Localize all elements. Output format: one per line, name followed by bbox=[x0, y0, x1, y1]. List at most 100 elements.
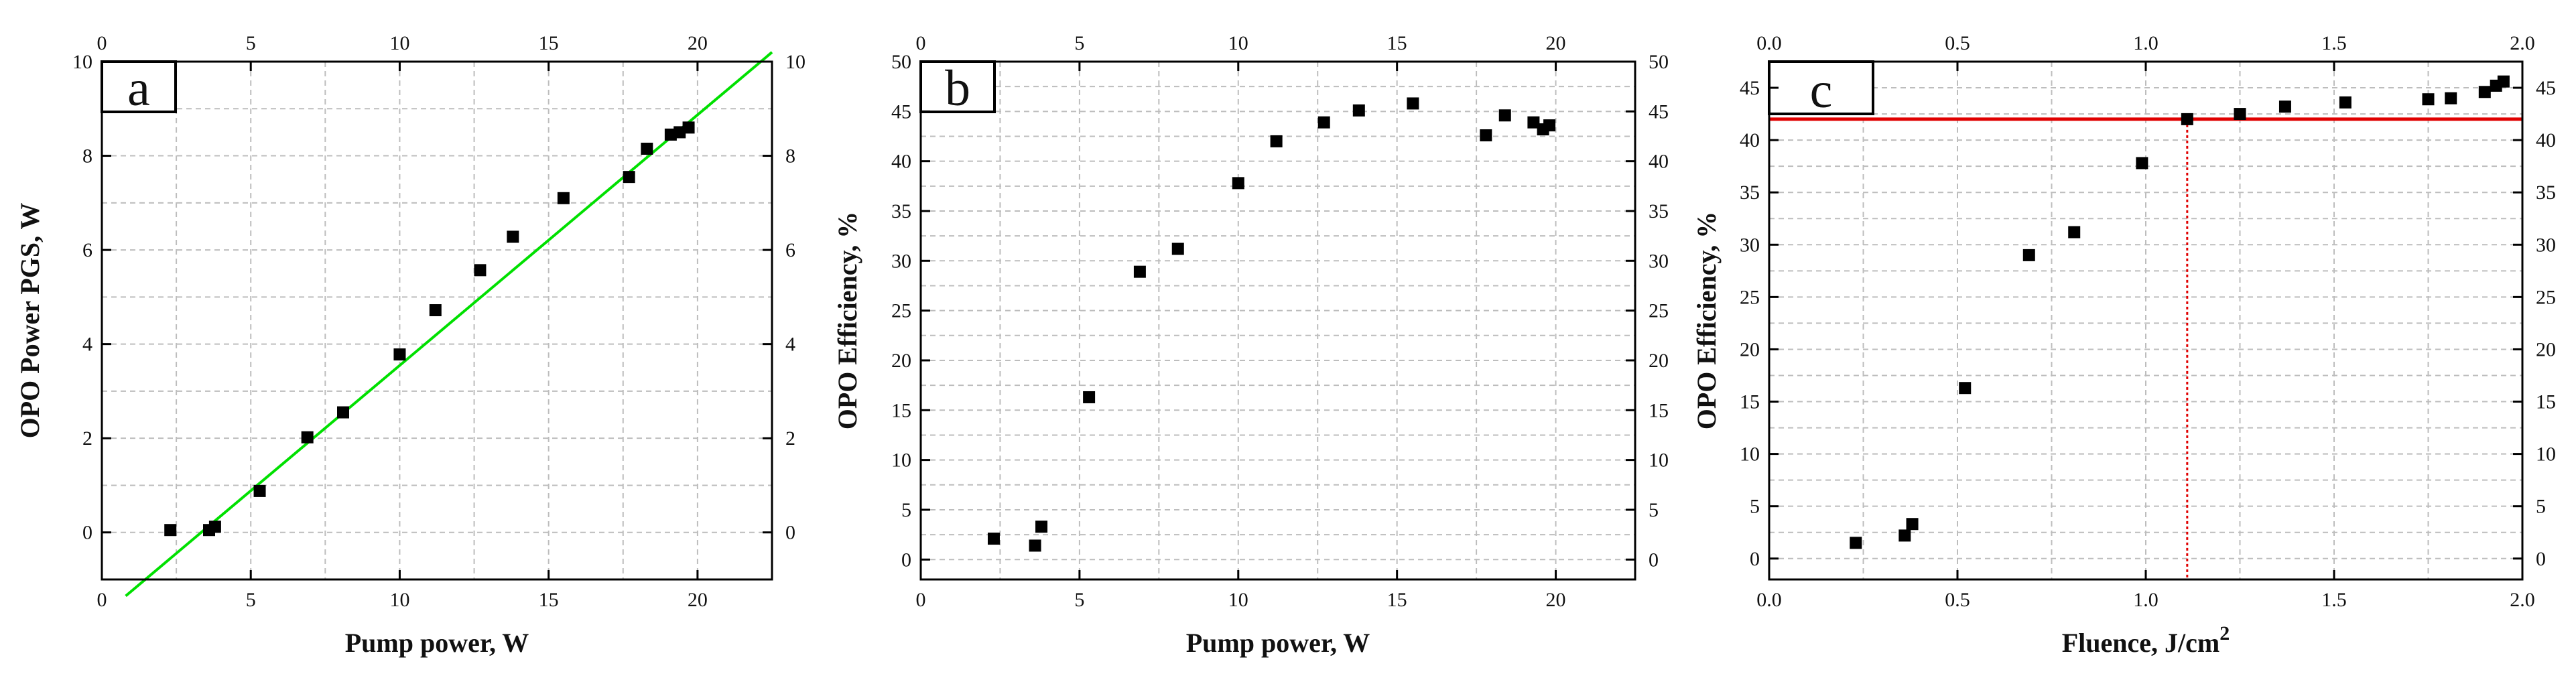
chart-b-ytick-label-3: 15 bbox=[891, 399, 911, 421]
chart-a-right-ytick-label-4: 8 bbox=[785, 145, 795, 167]
chart-a-top-xtick-label-3: 15 bbox=[539, 32, 559, 54]
chart-a-ytick-label-3: 6 bbox=[82, 239, 92, 261]
chart-a-point-5 bbox=[337, 406, 349, 419]
chart-b-right-ytick-label-2: 10 bbox=[1649, 450, 1669, 472]
chart-c-xtick-label-3: 1.5 bbox=[2321, 589, 2347, 611]
chart-b-label-box bbox=[919, 60, 996, 113]
chart-b-point-4 bbox=[1133, 265, 1146, 278]
chart-a-ylabel: OPO Power PGS, W bbox=[15, 203, 45, 439]
chart-c-label-box bbox=[1768, 60, 1874, 115]
chart-a-xtick-label-4: 20 bbox=[688, 589, 708, 611]
chart-a-right-ytick-label-0: 0 bbox=[785, 522, 795, 544]
chart-a-fit-line bbox=[125, 51, 773, 598]
chart-b-point-1 bbox=[1029, 539, 1041, 552]
chart-b-xtick-label-2: 10 bbox=[1228, 589, 1248, 611]
chart-c-top-xtick-label-0: 0.0 bbox=[1756, 32, 1782, 54]
chart-c-ytick-label-8: 40 bbox=[1740, 129, 1760, 151]
chart-b-point-13 bbox=[1527, 116, 1540, 129]
chart-b-xlabel: Pump power, W bbox=[1186, 628, 1370, 658]
chart-c-point-4 bbox=[2022, 249, 2035, 261]
chart-c-xtick-label-1: 0.5 bbox=[1945, 589, 1970, 611]
chart-b-ytick-label-9: 45 bbox=[891, 100, 911, 123]
chart-c-point-7 bbox=[2181, 113, 2193, 125]
chart-a-ytick-label-5: 10 bbox=[72, 51, 92, 73]
chart-b-ytick-label-2: 10 bbox=[891, 450, 911, 472]
chart-b-right-ytick-label-10: 50 bbox=[1649, 51, 1669, 73]
chart-b-xtick-label-3: 15 bbox=[1387, 589, 1407, 611]
chart-c-top-xtick-label-2: 1.0 bbox=[2133, 32, 2159, 54]
chart-b-ytick-label-1: 5 bbox=[901, 499, 911, 521]
chart-c-ytick-label-1: 5 bbox=[1750, 496, 1760, 518]
panel-b: b0 5 10 15 200 5 10 15 2005101520253035404550051… bbox=[832, 32, 1669, 658]
chart-a-xtick-label-3: 15 bbox=[539, 589, 559, 611]
chart-b-top-xtick-label-4: 20 bbox=[1546, 32, 1566, 54]
chart-a-point-0 bbox=[164, 524, 177, 537]
chart-b-point-6 bbox=[1232, 177, 1244, 190]
chart-a-point-9 bbox=[507, 230, 519, 243]
chart-c-point-5 bbox=[2068, 226, 2081, 238]
chart-b-point-2 bbox=[1035, 521, 1048, 533]
chart-c-ytick-label-7: 35 bbox=[1740, 182, 1760, 204]
chart-c-panel-label: c bbox=[1810, 62, 1833, 119]
chart-c-point-12 bbox=[2445, 92, 2457, 105]
chart-c-right-ytick-label-9: 45 bbox=[2536, 77, 2556, 99]
chart-b-right-ytick-label-9: 45 bbox=[1649, 100, 1669, 123]
chart-b-point-5 bbox=[1171, 243, 1184, 255]
chart-c-point-8 bbox=[2234, 108, 2246, 121]
chart-b-top-xtick-label-0: 0 bbox=[916, 32, 926, 54]
chart-a-point-10 bbox=[557, 192, 570, 204]
chart-c-right-ytick-label-6: 30 bbox=[2536, 234, 2556, 256]
chart-b-top-xtick-label-3: 15 bbox=[1387, 32, 1407, 54]
chart-b-right-ytick-label-0: 0 bbox=[1649, 549, 1659, 571]
chart-b-xtick-label-0: 0 bbox=[916, 589, 926, 611]
chart-b-ytick-label-6: 30 bbox=[891, 250, 911, 272]
chart-c-point-1 bbox=[1898, 529, 1911, 542]
chart-a-top-xtick-label-1: 5 bbox=[246, 32, 256, 54]
chart-b-right-ytick-label-3: 15 bbox=[1649, 399, 1669, 421]
chart-a-frame bbox=[101, 60, 773, 581]
chart-b-right-ytick-label-5: 25 bbox=[1649, 300, 1669, 322]
chart-b-right-ytick-label-8: 40 bbox=[1649, 151, 1669, 173]
chart-c-point-3 bbox=[1959, 382, 1972, 395]
chart-b-top-xtick-label-1: 5 bbox=[1074, 32, 1084, 54]
chart-c-xtick-label-4: 2.0 bbox=[2510, 589, 2535, 611]
chart-c-ylabel: OPO Efficiency, % bbox=[1691, 212, 1722, 430]
chart-a-right-ytick-label-1: 2 bbox=[785, 427, 795, 450]
chart-c-ytick-label-3: 15 bbox=[1740, 391, 1760, 413]
chart-c-point-11 bbox=[2422, 93, 2435, 106]
chart-c-right-ytick-label-5: 25 bbox=[2536, 286, 2556, 308]
chart-c-right-ytick-label-3: 15 bbox=[2536, 391, 2556, 413]
chart-c-right-ytick-label-2: 10 bbox=[2536, 443, 2556, 466]
chart-a-point-2 bbox=[208, 521, 221, 533]
chart-a-point-6 bbox=[393, 348, 406, 361]
chart-c-point-9 bbox=[2278, 100, 2291, 113]
chart-b-right-ytick-label-1: 5 bbox=[1649, 499, 1659, 521]
chart-a-ytick-label-1: 2 bbox=[82, 427, 92, 450]
chart-c-ytick-label-5: 25 bbox=[1740, 286, 1760, 308]
chart-b-right-ytick-label-4: 20 bbox=[1649, 350, 1669, 372]
chart-b-panel-label: b bbox=[945, 60, 970, 117]
chart-b-point-0 bbox=[987, 533, 1000, 545]
chart-c-ytick-label-4: 20 bbox=[1740, 338, 1760, 360]
chart-b-point-11 bbox=[1480, 129, 1492, 142]
chart-a-panel-label: a bbox=[127, 60, 150, 117]
chart-c-right-ytick-label-1: 5 bbox=[2536, 496, 2546, 518]
chart-b-point-8 bbox=[1317, 116, 1330, 129]
chart-a-right-ytick-label-2: 4 bbox=[785, 334, 795, 356]
chart-c-point-0 bbox=[1850, 537, 1862, 549]
chart-a-ytick-label-4: 8 bbox=[82, 145, 92, 167]
chart-c-xlabel-sup: 2 bbox=[2219, 622, 2230, 644]
chart-c-right-ytick-label-0: 0 bbox=[2536, 548, 2546, 570]
chart-a-ytick-label-2: 4 bbox=[82, 334, 92, 356]
chart-a-xtick-label-2: 10 bbox=[389, 589, 409, 611]
chart-a-point-4 bbox=[301, 431, 314, 443]
chart-b-ytick-label-4: 20 bbox=[891, 350, 911, 372]
chart-b-right-ytick-label-7: 35 bbox=[1649, 200, 1669, 222]
chart-a-xlabel: Pump power, W bbox=[345, 628, 529, 658]
chart-c-point-6 bbox=[2136, 157, 2148, 169]
chart-a-top-xtick-label-2: 10 bbox=[389, 32, 409, 54]
chart-b-point-10 bbox=[1407, 97, 1419, 110]
chart-c-ytick-label-2: 10 bbox=[1740, 443, 1760, 466]
chart-a-top-xtick-label-0: 0 bbox=[97, 32, 107, 54]
